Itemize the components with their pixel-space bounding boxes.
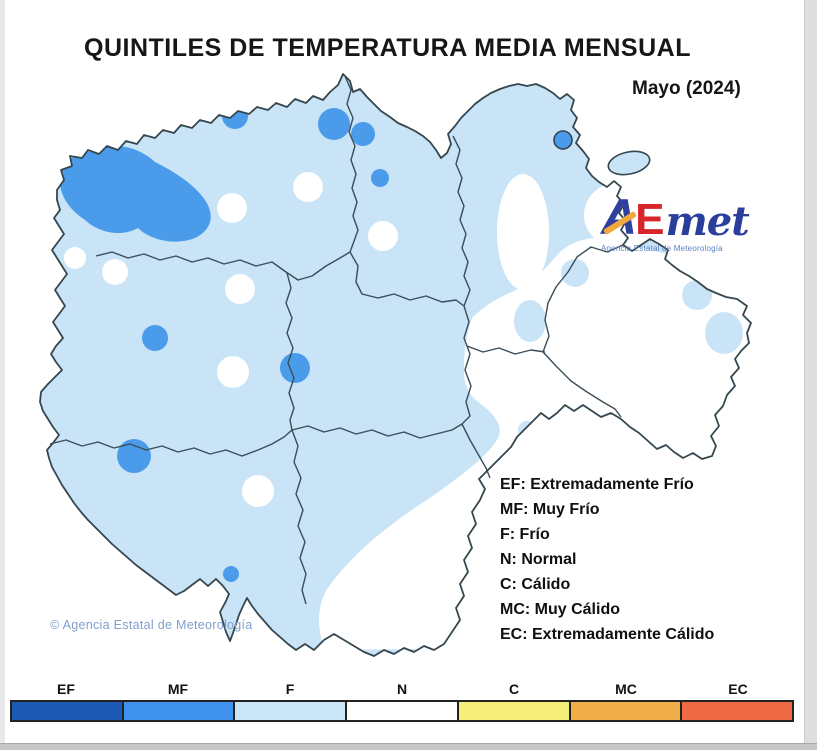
scale-swatch-n	[347, 702, 459, 720]
map-period-label: Mayo (2024)	[632, 78, 741, 99]
enclave-large	[607, 150, 651, 176]
muy-frio-blobs	[59, 103, 389, 582]
scale-swatch-ec	[682, 702, 793, 720]
scale-label-c: C	[508, 681, 520, 697]
scale-label-n: N	[396, 681, 408, 697]
scale-swatch-ef	[12, 702, 124, 720]
region-base-fill	[40, 74, 751, 656]
scale-swatch-mc	[570, 702, 683, 720]
color-scale-bar	[10, 700, 794, 722]
screenshot-bottom-edge	[0, 743, 817, 750]
scale-label-ec: EC	[728, 681, 748, 697]
normal-dots	[64, 172, 398, 507]
legend-line-mf: MF: Muy Frío	[500, 501, 600, 518]
color-scale: EF MF F N C MC EC	[10, 681, 794, 722]
aemet-logo: A E met Agencia Estatal de Meteorología	[601, 192, 771, 256]
screenshot-right-edge	[804, 0, 817, 750]
scale-swatch-f	[235, 702, 348, 720]
enclave-small	[553, 130, 573, 150]
scale-label-f: F	[285, 681, 295, 697]
legend-line-c: C: Cálido	[500, 576, 571, 593]
color-scale-labels: EF MF F N C MC EC	[10, 681, 794, 697]
scale-swatch-c	[458, 702, 571, 720]
scale-label-mf: MF	[167, 681, 189, 697]
copyright-notice: © Agencia Estatal de Meteorología	[50, 618, 253, 632]
logo-letters-met: met	[665, 198, 749, 245]
province-borders	[49, 75, 624, 605]
logo-letter-e: E	[635, 195, 665, 244]
enclaves	[553, 130, 651, 176]
legend-line-n: N: Normal	[500, 551, 577, 568]
scale-label-ef: EF	[57, 681, 75, 697]
legend-line-ef: EF: Extremadamente Frío	[500, 476, 694, 493]
aemet-logo-wordmark: A E met	[601, 192, 771, 245]
screenshot-left-edge	[0, 0, 5, 750]
legend-line-f: F: Frío	[500, 526, 550, 543]
page-title: QUINTILES DE TEMPERATURA MEDIA MENSUAL	[84, 34, 691, 62]
legend-line-ec: EC: Extremadamente Cálido	[500, 626, 715, 643]
region-outline	[39, 73, 752, 657]
scale-label-mc: MC	[615, 681, 637, 697]
scale-swatch-mf	[123, 702, 236, 720]
legend-line-mc: MC: Muy Cálido	[500, 601, 620, 618]
aemet-logo-subtitle: Agencia Estatal de Meteorología	[601, 244, 723, 253]
quintile-legend: EF: Extremadamente Frío MF: Muy Frío F: …	[500, 472, 714, 647]
